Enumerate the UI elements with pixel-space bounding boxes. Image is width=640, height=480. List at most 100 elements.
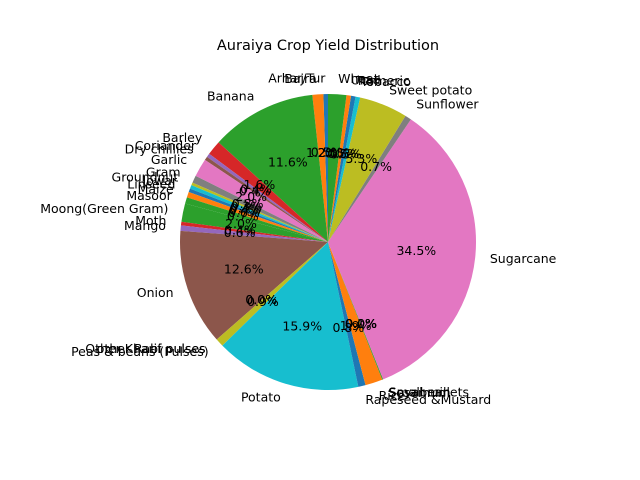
slice-percent-barley: 1.6%	[244, 177, 276, 192]
slice-label-wheat: Wheat	[338, 71, 379, 86]
slice-percent-bajra: 1.2%	[306, 145, 338, 160]
slice-percent-wheat: 2.0%	[318, 145, 350, 160]
slice-arhar-tur	[323, 93, 328, 243]
slice-tobacco	[328, 96, 361, 242]
slice-sweet-potato	[328, 97, 406, 242]
slice-label-soyabean: Soyabean	[389, 385, 451, 400]
slice-percent-rapeseed-mustard: 0.8%	[332, 320, 364, 335]
slice-percent-arhar-tur: 0.5%	[311, 145, 343, 160]
slice-percent-garlic: 2.0%	[235, 189, 267, 204]
slice-percent-moong-green-gram: 2.0%	[225, 216, 257, 231]
slice-label-bajra: Bajra	[284, 71, 317, 86]
slice-moth	[180, 221, 328, 242]
slice-percent-maize: 0.6%	[228, 205, 260, 220]
slice-label-linseed: Linseed	[127, 177, 175, 192]
slice-label-garlic: Garlic	[151, 152, 187, 167]
slice-percent-urad: 0.5%	[325, 146, 357, 161]
slice-label-jowar: Jowar	[142, 173, 178, 188]
slice-label-arhar-tur: Arhar/Tur	[268, 71, 326, 86]
slice-percent-onion: 12.6%	[224, 262, 264, 277]
slice-label-potato: Potato	[241, 389, 281, 404]
slice-onion	[180, 230, 328, 340]
slice-sunflower	[328, 115, 411, 242]
slice-label-maize: Maize	[138, 181, 174, 196]
slice-percent-tobacco: 0.5%	[330, 147, 362, 162]
slice-coriander	[206, 153, 328, 242]
slice-percent-sugarcane: 34.5%	[396, 243, 436, 258]
slice-label-masoor: Masoor	[126, 188, 172, 203]
slice-label-tobacco: Tobacco	[360, 74, 411, 89]
slice-percent-coriander: 0.4%	[240, 181, 272, 196]
slice-sugarcane	[328, 119, 477, 380]
slice-bajra	[312, 94, 328, 242]
slice-label-rice: Rice	[379, 388, 406, 403]
slice-percent-banana: 11.6%	[268, 154, 308, 169]
slice-percent-peas-beans-pulses: 0.9%	[247, 294, 279, 309]
slice-percent-other-kharif-pulses: 0.0%	[245, 292, 277, 307]
slice-label-sunflower: Sunflower	[416, 97, 479, 112]
slice-label-moong-green-gram: Moong(Green Gram)	[40, 201, 168, 216]
slice-percent-moth: 0.4%	[224, 222, 256, 237]
slice-label-urad: Urad	[351, 72, 381, 87]
slice-wheat	[328, 94, 347, 242]
slice-sesamum	[328, 242, 384, 380]
slice-label-gram: Gram	[146, 164, 181, 179]
slice-label-mango: Mango	[124, 218, 166, 233]
slice-percent-masoor: 0.7%	[227, 209, 259, 224]
slice-moong-green-gram	[181, 203, 328, 242]
slice-jowar	[189, 185, 328, 242]
slice-percent-jowar: 0.4%	[230, 200, 262, 215]
slice-label-onion: Onion	[137, 285, 174, 300]
slice-banana	[218, 94, 328, 242]
slice-peas-beans-pulses	[216, 242, 328, 346]
slice-label-sweet-potato: Sweet potato	[389, 83, 472, 98]
slice-label-small-millets: Small millets	[389, 385, 469, 400]
slice-percent-linseed: 0.4%	[229, 202, 261, 217]
slice-label-barley: Barley	[162, 130, 203, 145]
slice-percent-gram: 0.8%	[232, 196, 264, 211]
slice-label-turmeric: Turmeric	[355, 73, 410, 88]
slice-percent-other-rabi-pulses: 0.0%	[245, 292, 277, 307]
slice-percent-labels: 0.5%1.2%11.6%1.6%0.4%0.4%2.0%0.8%0.3%0.4…	[224, 145, 437, 335]
slice-potato	[222, 242, 359, 391]
slice-rice	[328, 242, 383, 386]
slice-label-sugarcane: Sugarcane	[490, 251, 557, 266]
slice-groundnut	[191, 182, 328, 242]
slice-label-banana: Banana	[207, 88, 254, 103]
slice-gram	[192, 175, 328, 242]
slice-percent-potato: 15.9%	[282, 318, 322, 333]
slice-label-peas-beans-pulses: Peas & beans (Pulses)	[71, 344, 209, 359]
slice-label-dry-chillies: Dry chillies	[125, 141, 194, 156]
slice-linseed	[188, 188, 328, 242]
slice-percent-mango: 0.6%	[224, 225, 256, 240]
slice-percent-turmeric: 0.5%	[327, 146, 359, 161]
slice-percent-groundnut: 0.3%	[230, 199, 262, 214]
slice-percent-soyabean: 0.0%	[345, 316, 377, 331]
slice-label-rapeseed-mustard: Rapeseed &Mustard	[365, 392, 491, 407]
slice-masoor	[185, 197, 328, 242]
chart-title: Auraiya Crop Yield Distribution	[217, 38, 439, 54]
slice-percent-sesamum: 0.1%	[345, 316, 377, 331]
slice-label-other-rabi-pulses: other Rabi pulses	[97, 341, 206, 356]
slice-label-moth: Moth	[135, 213, 166, 228]
slice-label-groundnut: Groundnut	[112, 170, 179, 185]
slice-percent-dry-chillies: 0.4%	[239, 183, 271, 198]
slice-label-other-kharif-pulses: Other Kharif pulses	[85, 341, 205, 356]
slice-garlic	[195, 159, 328, 242]
slice-dry-chillies	[204, 156, 328, 242]
slice-percent-sweet-potato: 5.3%	[345, 151, 377, 166]
slice-maize	[186, 192, 328, 242]
slice-percent-sunflower: 0.7%	[360, 159, 392, 174]
slice-barley	[209, 142, 328, 242]
slice-percent-small-millets: 0.0%	[345, 316, 377, 331]
slice-urad	[328, 95, 352, 242]
slice-label-coriander: Coriander	[135, 138, 197, 153]
slice-label-sesamum: Sesamum	[388, 385, 450, 400]
slice-percent-rice: 1.9%	[340, 318, 372, 333]
pie-slices	[180, 93, 477, 391]
slice-rapeseed-mustard	[328, 242, 366, 387]
slice-mango	[180, 225, 328, 242]
